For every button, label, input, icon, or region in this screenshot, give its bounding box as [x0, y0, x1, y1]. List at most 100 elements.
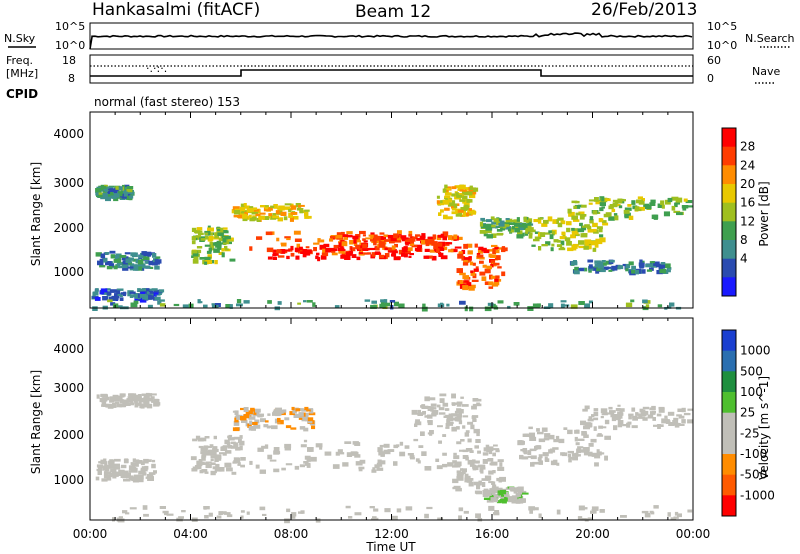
velocity-cell [100, 394, 106, 397]
power-cell [653, 261, 660, 266]
power-cell [139, 263, 144, 268]
power-cell [665, 263, 671, 269]
velocity-cell [529, 509, 533, 514]
power-cell [634, 208, 642, 212]
power-cell [664, 199, 671, 205]
velocity-cell [146, 403, 153, 409]
velocity-cell [230, 441, 236, 445]
power-cell [479, 260, 484, 264]
power-cell [425, 255, 433, 259]
velocity-ytick-1000: 1000 [53, 473, 84, 487]
power-cell [578, 245, 585, 249]
velocity-cell [240, 416, 247, 421]
velocity-cell [298, 511, 304, 514]
velocity-cell [371, 518, 375, 521]
power-cell [552, 219, 557, 224]
power-cell [380, 235, 387, 241]
velocity-cell [201, 462, 208, 465]
power-cell [127, 266, 134, 269]
power-cell [421, 240, 426, 245]
power-cell [462, 262, 469, 266]
power-cell [457, 209, 464, 213]
velocity-cell [513, 488, 520, 493]
power-cell [346, 231, 353, 235]
velocity-cell [469, 450, 474, 453]
velocity-cell [442, 434, 447, 437]
velocity-cell [378, 451, 385, 456]
power-cell [208, 247, 212, 252]
power-cell [571, 244, 578, 249]
power-cell [196, 246, 203, 249]
power-cell [442, 231, 449, 235]
velocity-cell [273, 450, 280, 455]
velocity-cell [141, 393, 146, 396]
velocity-cell [683, 413, 691, 416]
velocity-cell [483, 447, 489, 452]
velocity-cell [307, 417, 314, 422]
power-cell [387, 234, 395, 239]
velocity-cell [214, 448, 219, 453]
power-cell [453, 203, 458, 208]
velocity-cell [143, 400, 150, 405]
velocity-cell [600, 416, 604, 419]
velocity-cell [144, 403, 150, 406]
power-cell [594, 260, 601, 264]
power-cell [470, 270, 474, 274]
velocity-cell [588, 451, 593, 457]
power-cell [445, 188, 451, 191]
power-cell [204, 232, 209, 235]
power-cell [107, 190, 111, 194]
velocity-cell [130, 402, 135, 406]
power-cell [281, 244, 287, 247]
velocity-cell [216, 515, 222, 519]
power-cell [129, 294, 134, 298]
x-tick-label: 04:00 [173, 527, 208, 541]
velocity-cell [255, 408, 261, 413]
power-cell [233, 214, 241, 218]
power-cell [491, 244, 498, 248]
power-cell [275, 210, 280, 215]
power-cell [494, 246, 499, 249]
velocity-cell [379, 444, 384, 448]
power-cell [516, 234, 524, 239]
velocity-cell [110, 396, 117, 401]
power-cell [144, 260, 149, 263]
velocity-cell [472, 418, 477, 422]
power-cell [214, 260, 218, 265]
power-cell [660, 262, 666, 265]
power-cell [355, 244, 361, 249]
power-cell [240, 203, 245, 207]
velocity-cell [247, 423, 252, 428]
velocity-cell [415, 419, 420, 424]
velocity-cell [113, 466, 121, 470]
power-cell [634, 206, 640, 211]
velocity-colorbar-swatch [722, 412, 736, 434]
velocity-cell [249, 420, 253, 425]
power-cell [303, 300, 307, 303]
velocity-cell [233, 460, 241, 463]
power-cell [200, 238, 206, 241]
velocity-cell [604, 419, 610, 425]
power-cell [347, 234, 353, 238]
velocity-cell [658, 406, 665, 410]
velocity-cell [681, 407, 686, 413]
power-cell [304, 211, 309, 217]
power-cell [458, 236, 463, 240]
power-cell [253, 207, 258, 210]
power-cell [148, 252, 155, 256]
power-cell [612, 202, 618, 208]
velocity-cell [207, 449, 214, 452]
power-cell [589, 219, 594, 224]
velocity-cell [647, 414, 654, 419]
velocity-cell [210, 458, 214, 462]
velocity-cell [411, 409, 418, 415]
velocity-cell [438, 407, 445, 411]
power-cell [466, 243, 473, 248]
power-cell [674, 202, 678, 208]
velocity-cell [454, 410, 460, 414]
power-cell [401, 235, 407, 240]
velocity-cell [137, 460, 143, 463]
velocity-cell [237, 462, 241, 466]
velocity-cell [442, 402, 449, 407]
velocity-cell [681, 419, 686, 424]
